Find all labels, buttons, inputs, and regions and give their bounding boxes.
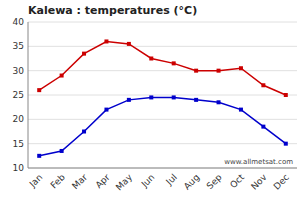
point-marker	[194, 98, 198, 102]
point-marker	[284, 142, 288, 146]
grid-line	[28, 22, 297, 23]
point-marker	[239, 66, 243, 70]
grid-line	[28, 95, 297, 96]
y-grid	[28, 22, 297, 168]
x-tick-label: Sep	[205, 172, 224, 191]
grid-line	[28, 143, 297, 144]
point-marker	[60, 74, 64, 78]
y-tick-label: 10	[13, 163, 25, 173]
point-marker	[284, 93, 288, 97]
y-tick-label: 30	[13, 66, 25, 76]
point-marker	[60, 149, 64, 153]
point-marker	[172, 61, 176, 65]
y-tick-label: 20	[13, 114, 25, 124]
point-marker	[37, 88, 41, 92]
x-axis-line	[28, 168, 297, 169]
title: Kalewa : temperatures (°C)	[28, 4, 197, 17]
y-tick-label: 25	[13, 90, 24, 100]
y-tick-label: 40	[13, 17, 25, 27]
point-marker	[127, 98, 131, 102]
x-tick-label: Jul	[163, 172, 178, 187]
x-tick-label: Aug	[182, 172, 202, 192]
point-marker	[149, 57, 153, 61]
grid-line	[28, 70, 297, 71]
point-marker	[127, 42, 131, 46]
point-marker	[82, 52, 86, 56]
point-marker	[239, 108, 243, 112]
point-marker	[37, 154, 41, 158]
series-line	[39, 41, 286, 95]
y-tick-label: 15	[13, 139, 24, 149]
point-marker	[104, 39, 108, 43]
chart-container: 10 15 20 25 30 35 40 JanFebMar AprMayJun Jul AugSe…	[0, 0, 305, 200]
x-tick-label: Feb	[49, 172, 68, 191]
grid-line	[28, 119, 297, 120]
series-line	[39, 97, 286, 155]
point-marker	[261, 83, 265, 87]
point-marker	[172, 95, 176, 99]
x-tick-label: Jun	[139, 172, 157, 190]
point-marker	[104, 108, 108, 112]
x-tick-label: Oct	[228, 172, 246, 190]
point-marker	[261, 125, 265, 129]
annotation: www.allmetsat.com	[224, 158, 293, 166]
point-marker	[217, 100, 221, 104]
point-marker	[194, 69, 198, 73]
point-marker	[149, 95, 153, 99]
point-marker	[217, 69, 221, 73]
x-tick-label: Jan	[27, 172, 45, 190]
x-tick-label: Apr	[94, 172, 112, 190]
y-axis-line	[28, 22, 29, 168]
point-marker	[82, 130, 86, 134]
grid-line	[28, 46, 297, 47]
chart: 10 15 20 25 30 35 40 JanFebMar AprMayJun Jul AugSe…	[0, 0, 305, 200]
grid-line	[28, 168, 297, 169]
plot-area	[37, 39, 288, 157]
y-tick-label: 35	[13, 41, 24, 51]
x-tick-label: May	[114, 172, 135, 193]
x-tick-label: Mar	[70, 172, 89, 191]
x-tick-label: Nov	[249, 172, 269, 192]
x-tick-label: Dec	[272, 172, 291, 191]
